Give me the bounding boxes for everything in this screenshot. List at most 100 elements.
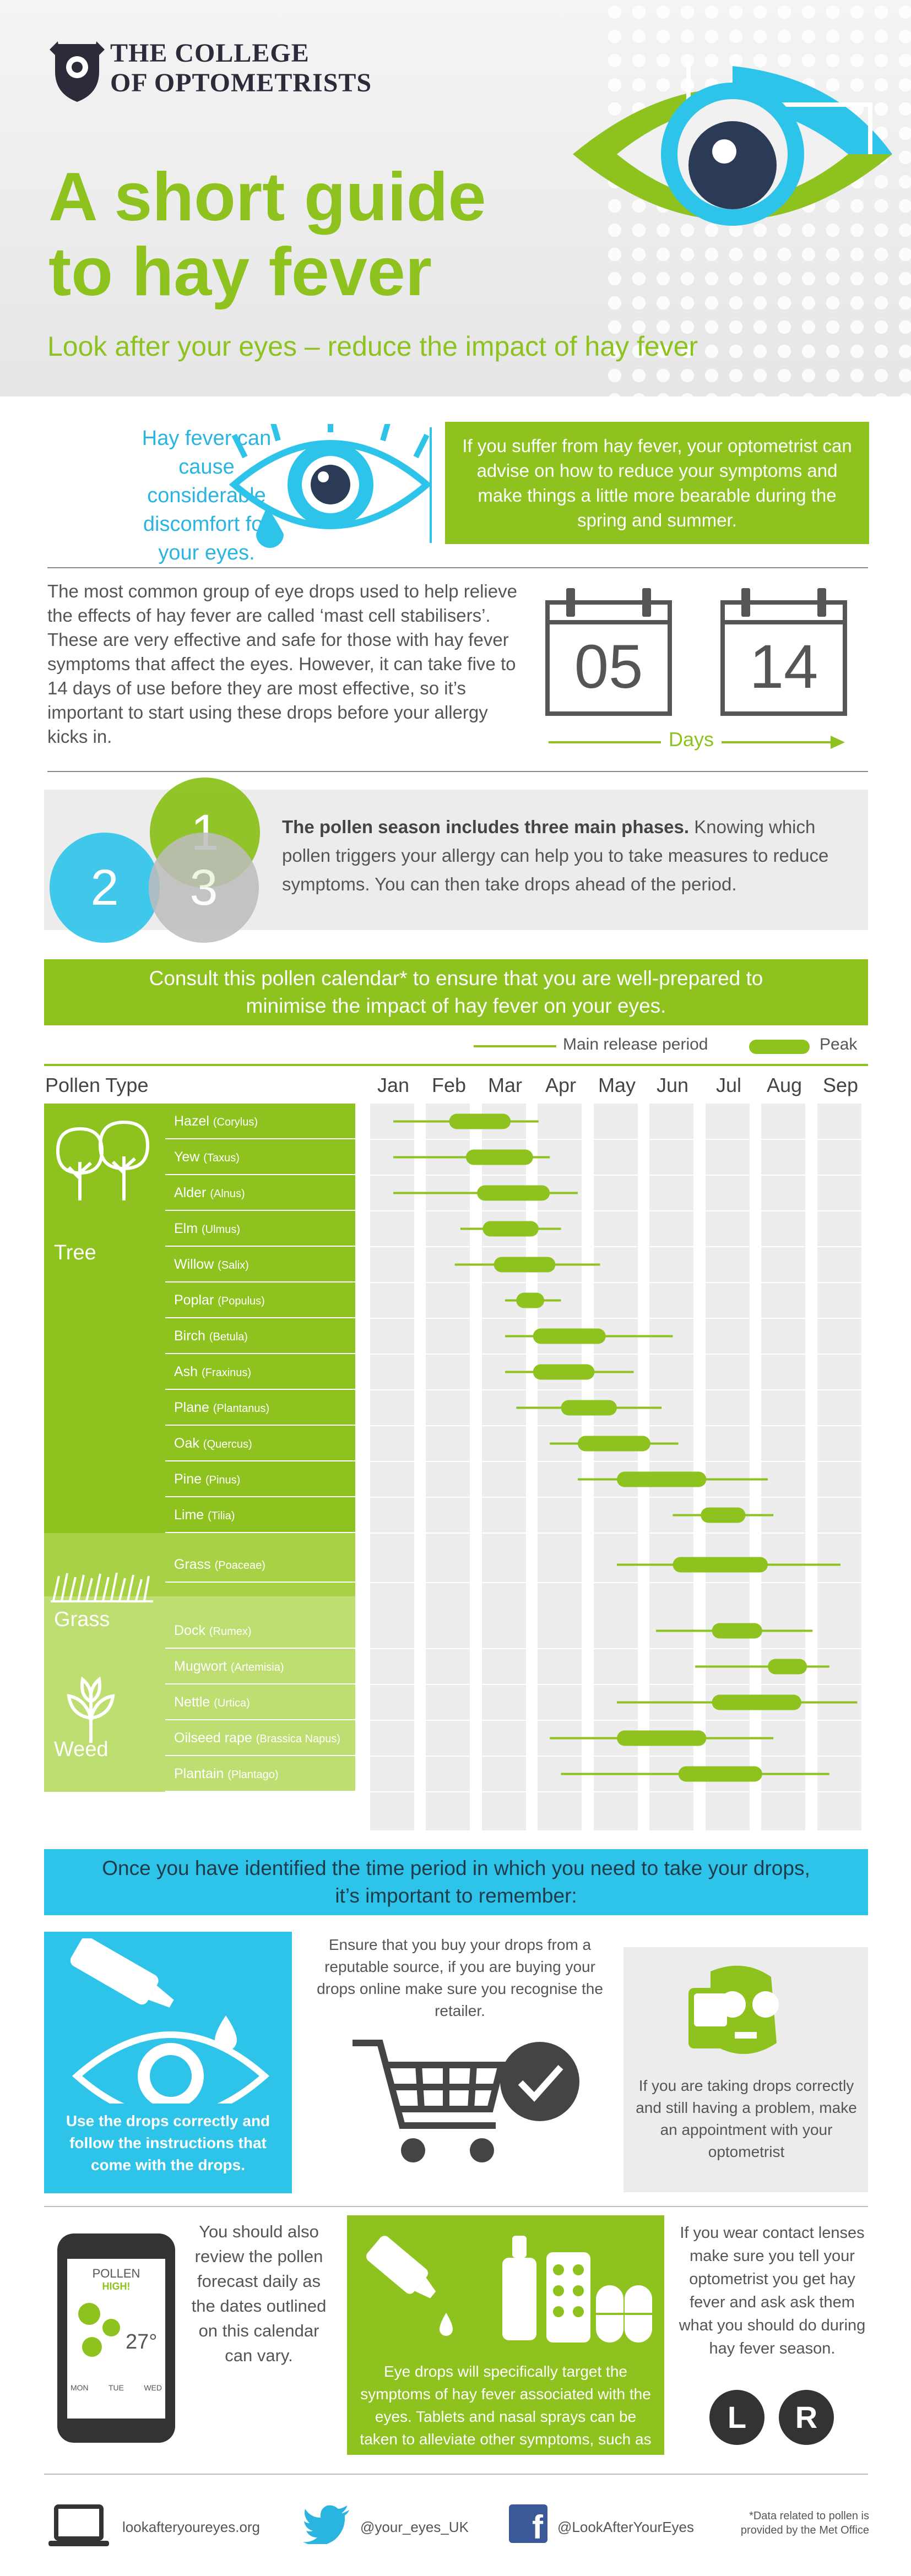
title-line1: A short guide <box>48 159 486 235</box>
plant-latin-name: (Taxus) <box>203 1152 240 1164</box>
month-column <box>594 1104 638 1830</box>
plant-name: Grass <box>174 1557 215 1572</box>
phone-pollen-level: HIGH! <box>102 2281 131 2292</box>
plant-name: Poplar <box>174 1292 218 1308</box>
twitter-handle[interactable]: @your_eyes_UK <box>360 2519 469 2535</box>
drops-info-text: The most common group of eye drops used … <box>47 581 517 747</box>
phases-text: The pollen season includes three main ph… <box>282 813 838 899</box>
page-subtitle: Look after your eyes – reduce the impact… <box>47 331 698 362</box>
plant-latin-name: (Rumex) <box>209 1626 252 1638</box>
forecast-tip-text: You should also review the pollen foreca… <box>191 2222 327 2365</box>
phases-body-text: Knowing which pollen triggers your aller… <box>282 817 829 894</box>
lens-right-letter: R <box>795 2400 818 2434</box>
plant-latin-name: (Poaceae) <box>214 1559 265 1572</box>
calendar-header-rule <box>44 1064 868 1066</box>
pollen-row-pine: Pine (Pinus) <box>165 1461 355 1497</box>
college-crest-icon <box>50 41 105 102</box>
group-label-grass: Grass <box>54 1608 110 1631</box>
month-column <box>482 1104 526 1830</box>
phone-days: MON TUE WED <box>71 2383 162 2392</box>
plant-latin-name: (Alnus) <box>210 1188 245 1200</box>
group-label-tree: Tree <box>54 1241 96 1264</box>
pollen-row-mugwort: Mugwort (Artemisia) <box>165 1649 355 1684</box>
month-column <box>649 1104 693 1830</box>
plant-name: Mugwort <box>174 1659 231 1674</box>
plant-latin-name: (Quercus) <box>203 1438 252 1450</box>
phase-3-circle: 3 <box>149 833 259 943</box>
pollen-row-birch: Birch (Betula) <box>165 1318 355 1354</box>
facebook-icon[interactable]: f <box>509 2504 547 2543</box>
plant-name: Dock <box>174 1623 209 1638</box>
trees-icon <box>56 1120 150 1200</box>
intro-divider <box>430 427 432 543</box>
org-name-line1: THE COLLEGE <box>110 39 310 68</box>
calendar-from-number: 05 <box>574 632 643 701</box>
row-separator <box>366 1425 867 1426</box>
title-line2: to hay fever <box>48 234 432 310</box>
plant-name: Nettle <box>174 1694 214 1710</box>
lens-left-letter: L <box>727 2400 747 2434</box>
eye-logo-icon <box>573 61 892 226</box>
phase-2-number: 2 <box>90 859 119 916</box>
row-separator <box>366 1582 867 1583</box>
footer-divider <box>44 2474 868 2475</box>
optometrist-icon <box>688 1965 779 2054</box>
pollen-row-grass: Grass (Poaceae) <box>165 1547 355 1583</box>
intro-discomfort-text: Hay fever can cause considerable discomf… <box>142 427 272 564</box>
plant-latin-name: (Fraxinus) <box>202 1367 252 1379</box>
crying-eye-icon <box>229 424 432 548</box>
month-column <box>538 1104 582 1830</box>
plant-latin-name: (Pinus) <box>205 1474 241 1486</box>
calendar-banner: Consult this pollen calendar* to ensure … <box>44 959 868 1025</box>
legend-main-label: Main release period <box>563 1035 708 1053</box>
facebook-handle[interactable]: @LookAfterYourEyes <box>557 2519 695 2535</box>
plant-latin-name: (Ulmus) <box>202 1224 240 1236</box>
days-label: Days <box>661 728 722 751</box>
plant-name: Yew <box>174 1149 204 1165</box>
plant-latin-name: (Plantago) <box>227 1769 279 1781</box>
plant-name: Plane <box>174 1400 213 1415</box>
legend-peak-swatch <box>749 1040 810 1054</box>
remember-banner: Once you have identified the time period… <box>44 1849 868 1915</box>
pollen-row-alder: Alder (Alnus) <box>165 1175 355 1211</box>
plant-name: Willow <box>174 1257 218 1272</box>
pollen-row-willow: Willow (Salix) <box>165 1247 355 1282</box>
pollen-row-lime: Lime (Tilia) <box>165 1497 355 1533</box>
plant-name: Elm <box>174 1221 202 1236</box>
month-label: Mar <box>488 1074 522 1096</box>
phone-day: MON <box>71 2383 89 2392</box>
website-link[interactable]: lookafteryoureyes.org <box>122 2519 261 2535</box>
pollen-row-plane: Plane (Plantanus) <box>165 1390 355 1426</box>
pollen-row-poplar: Poplar (Populus) <box>165 1282 355 1318</box>
month-column <box>817 1104 861 1830</box>
legend-peak-label: Peak <box>820 1035 858 1053</box>
twitter-icon[interactable] <box>303 2504 350 2544</box>
row-separator <box>366 1461 867 1462</box>
calendar-banner-text: Consult this pollen calendar* to ensure … <box>149 967 763 1017</box>
phases-bold-text: The pollen season includes three main ph… <box>282 817 690 837</box>
buy-tip-text: Ensure that you buy your drops from a re… <box>317 1936 603 2019</box>
plant-latin-name: (Plantanus) <box>213 1403 270 1415</box>
pollen-row-ash: Ash (Fraxinus) <box>165 1354 355 1390</box>
lens-left-icon: L <box>709 2390 764 2445</box>
phase-3-number: 3 <box>189 859 218 916</box>
plant-name: Oak <box>174 1436 203 1451</box>
pollen-row-nettle: Nettle (Urtica) <box>165 1684 355 1720</box>
divider <box>47 567 868 568</box>
row-separator <box>366 1175 867 1176</box>
row-separator <box>366 1648 867 1649</box>
grass-icon <box>51 1572 153 1602</box>
month-label: Jul <box>715 1074 742 1096</box>
contact-lens-tip-text: If you wear contact lenses make sure you… <box>679 2224 866 2357</box>
row-separator <box>366 1497 867 1498</box>
row-separator <box>366 1210 867 1211</box>
row-separator <box>366 1318 867 1319</box>
plant-latin-name: (Populus) <box>218 1295 265 1307</box>
remember-banner-text: Once you have identified the time period… <box>102 1857 810 1907</box>
pollen-row-plantain: Plantain (Plantago) <box>165 1756 355 1792</box>
pollen-row-oak: Oak (Quercus) <box>165 1426 355 1461</box>
month-column <box>706 1104 750 1830</box>
calendar-day-14-icon: 14 <box>720 588 847 716</box>
row-separator <box>366 1246 867 1247</box>
page-title: A short guide to hay fever <box>48 160 486 309</box>
